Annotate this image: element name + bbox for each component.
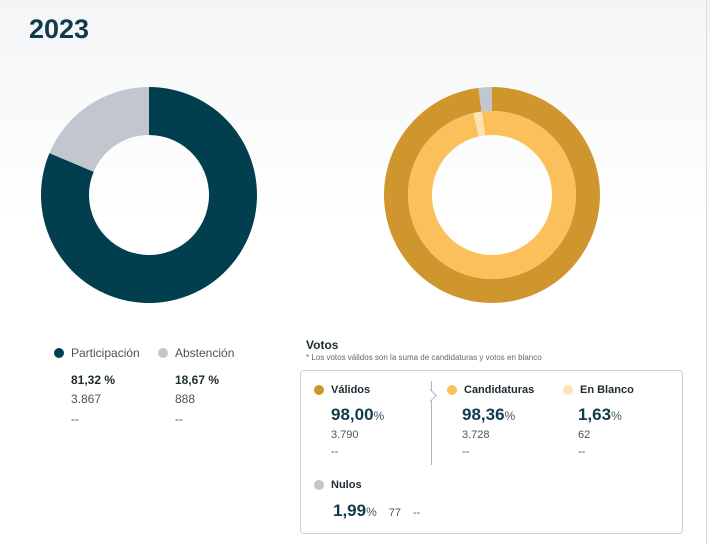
candidaturas-stat: Candidaturas 98,36% 3.728 -- bbox=[447, 384, 534, 458]
slice-nulos[interactable] bbox=[478, 87, 492, 112]
validos-label: Válidos bbox=[331, 384, 371, 396]
validos-stat: Válidos 98,00% 3.790 -- bbox=[314, 384, 384, 458]
en-blanco-dot-icon bbox=[563, 385, 573, 395]
en-blanco-stat: En Blanco 1,63% 62 -- bbox=[563, 384, 634, 458]
candidaturas-extra: -- bbox=[462, 446, 470, 458]
group-divider-chevron-icon bbox=[424, 389, 437, 402]
abstencion-percent: 18,67 % bbox=[175, 373, 220, 387]
participacion-percent: 81,32 % bbox=[71, 373, 116, 387]
candidaturas-label: Candidaturas bbox=[464, 384, 535, 396]
en-blanco-percent: 1,63% bbox=[578, 405, 622, 424]
validos-count: 3.790 bbox=[331, 429, 359, 441]
slice-abstencion[interactable] bbox=[49, 86, 149, 172]
slice-en-blanco[interactable] bbox=[473, 111, 485, 137]
votos-title: Votos bbox=[306, 338, 339, 352]
nulos-count: 77 bbox=[388, 507, 402, 519]
slice-participacion[interactable] bbox=[41, 87, 257, 303]
nulos-percent: 1,99% bbox=[333, 501, 377, 520]
votos-panel: Válidos 98,00% 3.790 -- Candidaturas 98,… bbox=[300, 370, 683, 534]
participation-donut-chart bbox=[41, 86, 257, 303]
candidaturas-count: 3.728 bbox=[462, 429, 490, 441]
votos-note: * Los votos válidos son la suma de candi… bbox=[306, 353, 542, 362]
abstencion-count: 888 bbox=[175, 392, 196, 406]
candidaturas-percent: 98,36% bbox=[462, 405, 516, 424]
participacion-dot-icon bbox=[54, 348, 64, 358]
validos-percent: 98,00% bbox=[331, 405, 385, 424]
validos-extra: -- bbox=[331, 446, 339, 458]
candidaturas-dot-icon bbox=[447, 385, 457, 395]
abstencion-label: Abstención bbox=[175, 346, 235, 360]
nulos-stat: Nulos 1,99% 77 -- bbox=[314, 479, 420, 521]
nulos-extra: -- bbox=[413, 507, 421, 519]
group-divider bbox=[431, 381, 432, 465]
right-divider bbox=[706, 0, 707, 544]
participacion-extra: -- bbox=[71, 412, 79, 426]
abstencion-dot-icon bbox=[158, 348, 168, 358]
en-blanco-label: En Blanco bbox=[580, 384, 634, 396]
legend-participacion: Participación 81,32 % 3.867 -- bbox=[54, 346, 140, 426]
legend-abstencion: Abstención 18,67 % 888 -- bbox=[158, 346, 234, 426]
en-blanco-extra: -- bbox=[578, 446, 586, 458]
participacion-label: Participación bbox=[71, 346, 140, 360]
year-title: 2023 bbox=[29, 14, 90, 44]
abstencion-extra: -- bbox=[175, 412, 183, 426]
validos-dot-icon bbox=[314, 385, 324, 395]
nulos-dot-icon bbox=[314, 480, 324, 490]
nulos-label: Nulos bbox=[331, 479, 362, 491]
slice-candidaturas[interactable] bbox=[408, 111, 576, 279]
participacion-count: 3.867 bbox=[71, 392, 102, 406]
en-blanco-count: 62 bbox=[578, 429, 591, 441]
votes-donut-chart bbox=[384, 87, 600, 303]
